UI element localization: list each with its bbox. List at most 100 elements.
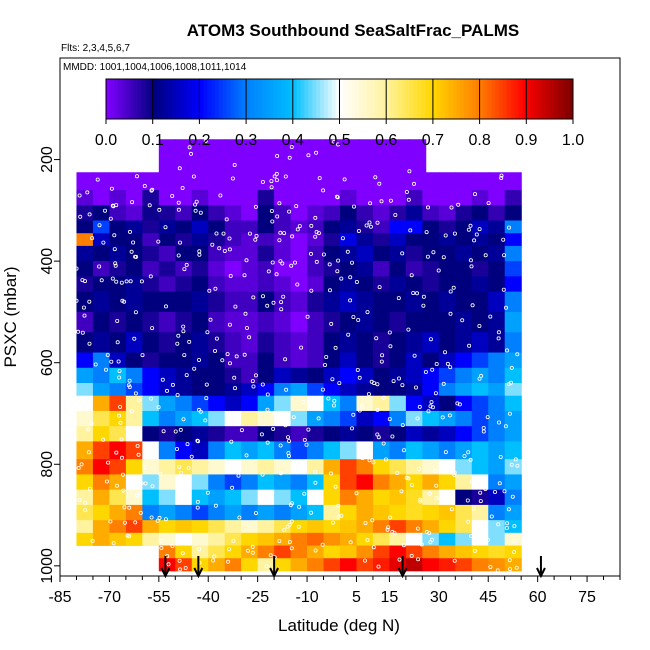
heatmap-cell bbox=[422, 520, 440, 534]
heatmap-cell bbox=[175, 276, 193, 293]
heatmap-cell bbox=[356, 172, 374, 191]
observation-marker bbox=[277, 539, 282, 544]
colorbar-segment bbox=[292, 79, 298, 119]
heatmap-cell bbox=[92, 311, 111, 333]
observation-marker bbox=[366, 392, 371, 397]
observation-marker bbox=[291, 415, 296, 420]
heatmap-cell bbox=[257, 233, 275, 247]
observation-marker bbox=[212, 554, 217, 559]
observation-marker bbox=[139, 481, 144, 486]
observation-marker bbox=[417, 404, 422, 409]
colorbar-segment bbox=[218, 79, 224, 119]
observation-marker bbox=[499, 175, 504, 180]
heatmap-cell bbox=[109, 410, 127, 427]
heatmap-cell bbox=[356, 261, 374, 277]
observation-marker bbox=[472, 548, 477, 553]
heatmap-cell bbox=[92, 332, 111, 353]
heatmap-cell bbox=[76, 190, 94, 206]
observation-marker bbox=[407, 169, 412, 174]
observation-marker bbox=[412, 353, 417, 358]
heatmap-cell bbox=[208, 489, 226, 506]
heatmap-cell bbox=[389, 172, 407, 191]
observation-marker bbox=[101, 240, 106, 245]
heatmap-cell bbox=[142, 291, 160, 313]
heatmap-cell bbox=[125, 426, 143, 442]
heatmap-cell bbox=[422, 205, 440, 221]
observation-marker bbox=[510, 494, 515, 499]
heatmap-cell bbox=[109, 332, 127, 353]
observation-marker bbox=[131, 240, 136, 245]
heatmap-cell bbox=[488, 220, 506, 234]
colorbar-segment bbox=[211, 79, 216, 119]
observation-marker bbox=[289, 263, 294, 268]
observation-marker bbox=[360, 456, 365, 461]
heatmap-cell bbox=[455, 352, 473, 369]
observation-marker bbox=[441, 255, 446, 260]
observation-marker bbox=[289, 519, 294, 524]
observation-marker bbox=[284, 387, 289, 392]
observation-marker bbox=[452, 231, 457, 236]
y-tick-label: 600 bbox=[39, 349, 56, 376]
observation-marker bbox=[109, 359, 114, 364]
heatmap-cell bbox=[92, 291, 111, 313]
heatmap-cell bbox=[307, 291, 325, 313]
observation-marker bbox=[411, 290, 416, 295]
observation-marker bbox=[195, 505, 200, 510]
observation-marker bbox=[101, 437, 106, 442]
heatmap-cell bbox=[208, 311, 226, 333]
observation-marker bbox=[192, 366, 197, 371]
observation-marker bbox=[177, 240, 182, 245]
heatmap-cell bbox=[92, 190, 111, 206]
observation-marker bbox=[222, 248, 227, 253]
observation-marker bbox=[504, 526, 509, 531]
heatmap-cell bbox=[389, 261, 407, 277]
heatmap-cell bbox=[92, 383, 111, 397]
heatmap-cell bbox=[274, 410, 292, 427]
observation-marker bbox=[184, 262, 189, 267]
colorbar-segment bbox=[288, 79, 294, 119]
observation-marker bbox=[225, 352, 230, 357]
colorbar-segment bbox=[491, 79, 496, 119]
observation-marker bbox=[120, 455, 125, 460]
observation-marker bbox=[404, 475, 409, 480]
heatmap-cell bbox=[471, 410, 489, 427]
heatmap-cell bbox=[405, 233, 423, 247]
heatmap-cell bbox=[92, 245, 111, 262]
observation-marker bbox=[365, 310, 370, 315]
observation-marker bbox=[477, 484, 482, 489]
observation-marker bbox=[139, 279, 144, 284]
heatmap-cell bbox=[109, 190, 127, 206]
colorbar-tick-label: 0.6 bbox=[375, 132, 397, 149]
heatmap-cell bbox=[208, 352, 226, 369]
observation-marker bbox=[431, 250, 436, 255]
observation-marker bbox=[213, 286, 218, 291]
heatmap-cell bbox=[290, 311, 308, 333]
heatmap-cell bbox=[257, 367, 275, 384]
observation-marker bbox=[335, 269, 340, 274]
colorbar-segment bbox=[320, 79, 325, 119]
heatmap-cell bbox=[488, 395, 506, 412]
heatmap-cell bbox=[389, 352, 407, 369]
observation-marker bbox=[285, 435, 290, 440]
heatmap-cell bbox=[175, 426, 193, 442]
heatmap-cell bbox=[471, 395, 489, 412]
heatmap-cell bbox=[422, 311, 440, 333]
observation-marker bbox=[138, 510, 143, 515]
heatmap-cell bbox=[92, 520, 111, 534]
heatmap-cell bbox=[372, 245, 391, 262]
heatmap-cell bbox=[191, 367, 209, 384]
heatmap-cell bbox=[175, 395, 193, 412]
observation-marker bbox=[265, 440, 270, 445]
observation-marker bbox=[118, 420, 123, 425]
colorbar-segment bbox=[467, 79, 473, 119]
observation-marker bbox=[272, 174, 277, 179]
observation-marker bbox=[349, 426, 354, 431]
observation-marker bbox=[99, 278, 104, 283]
observation-marker bbox=[418, 497, 423, 502]
observation-marker bbox=[271, 300, 276, 305]
observation-marker bbox=[467, 343, 472, 348]
observation-marker bbox=[424, 230, 429, 235]
heatmap-cell bbox=[241, 220, 259, 234]
colorbar-segment bbox=[331, 79, 337, 119]
colorbar-segment bbox=[541, 79, 547, 119]
